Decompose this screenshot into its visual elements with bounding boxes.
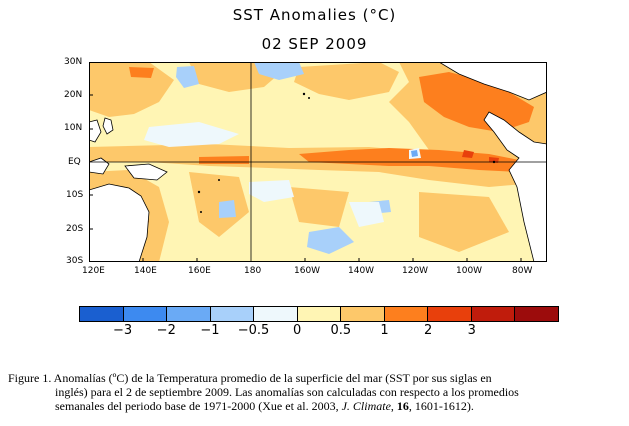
legend-label-3: −0.5: [237, 323, 270, 338]
legend-swatch-9: [471, 307, 516, 321]
caption-citation-text: semanales del periodo base de 1971-2000 …: [55, 399, 342, 413]
sst-anomaly-map: [89, 62, 547, 262]
lon-label-100w: 100W: [456, 266, 483, 276]
caption-line-3: semanales del periodo base de 1971-2000 …: [8, 399, 618, 413]
legend-swatch-2: [167, 307, 211, 321]
caption-volume: 16: [396, 399, 409, 413]
legend-label-8: 3: [467, 323, 476, 338]
legend-swatch-8: [428, 307, 472, 321]
chart-date: 02 SEP 2009: [261, 35, 368, 53]
legend-swatch-0: [80, 307, 124, 321]
caption-line-1: Figure 1. Anomalías (ºC) de la Temperatu…: [8, 371, 492, 385]
color-scale-labels: −3 −2 −1 −0.5 0 0.5 1 2 3: [79, 322, 559, 338]
caption-citation-sep: ,: [390, 399, 397, 413]
lon-ticks: [142, 258, 522, 262]
legend-label-2: −1: [200, 323, 220, 338]
lon-label-160w: 160W: [294, 266, 321, 276]
anomaly-2-3: [462, 150, 499, 163]
lat-label-10n: 10N: [64, 123, 83, 133]
lon-label-120e: 120E: [82, 266, 105, 276]
legend-label-7: 2: [423, 323, 433, 338]
lon-label-80w: 80W: [512, 266, 533, 276]
legend-swatch-7: [384, 307, 429, 321]
legend-label-5: 0.5: [330, 323, 352, 338]
legend-swatch-10: [515, 307, 559, 321]
lon-label-140w: 140W: [348, 266, 375, 276]
legend-label-0: −3: [113, 323, 133, 338]
anomaly-near-zero: [144, 122, 421, 227]
land-masses: [89, 62, 547, 262]
legend-swatch-1: [123, 307, 168, 321]
legend-swatch-6: [341, 307, 385, 321]
color-scale-legend: [79, 306, 559, 322]
lon-label-140e: 140E: [134, 266, 157, 276]
caption-journal: J. Climate: [341, 399, 391, 413]
legend-swatch-5: [297, 307, 342, 321]
caption-line-2: inglés) para el 2 de septiembre 2009. La…: [55, 385, 519, 399]
legend-label-1: −2: [156, 323, 176, 338]
lat-label-eq: EQ: [68, 157, 81, 167]
lat-label-20s: 20S: [66, 224, 84, 234]
chart-title: SST Anomalies (°C): [232, 6, 397, 24]
lat-label-20n: 20N: [64, 90, 83, 100]
lat-label-30s: 30S: [66, 256, 84, 266]
figure-caption: Figure 1. Anomalías (ºC) de la Temperatu…: [8, 371, 618, 413]
map-border: [89, 62, 547, 262]
anomaly-minus1: [411, 150, 418, 157]
lat-label-30n: 30N: [64, 57, 83, 67]
caption-citation-pages: , 1601-1612).: [408, 399, 474, 413]
legend-label-6: 1: [380, 323, 389, 338]
lon-label-120w: 120W: [402, 266, 429, 276]
lat-label-10s: 10S: [66, 190, 84, 200]
lat-ticks: [89, 94, 93, 230]
anomaly-negative: [176, 62, 391, 254]
lon-label-160e: 160E: [188, 266, 211, 276]
lon-label-180: 180: [244, 266, 262, 276]
legend-swatch-4: [254, 307, 298, 321]
legend-label-4: 0: [293, 323, 302, 338]
legend-swatch-3: [210, 307, 255, 321]
